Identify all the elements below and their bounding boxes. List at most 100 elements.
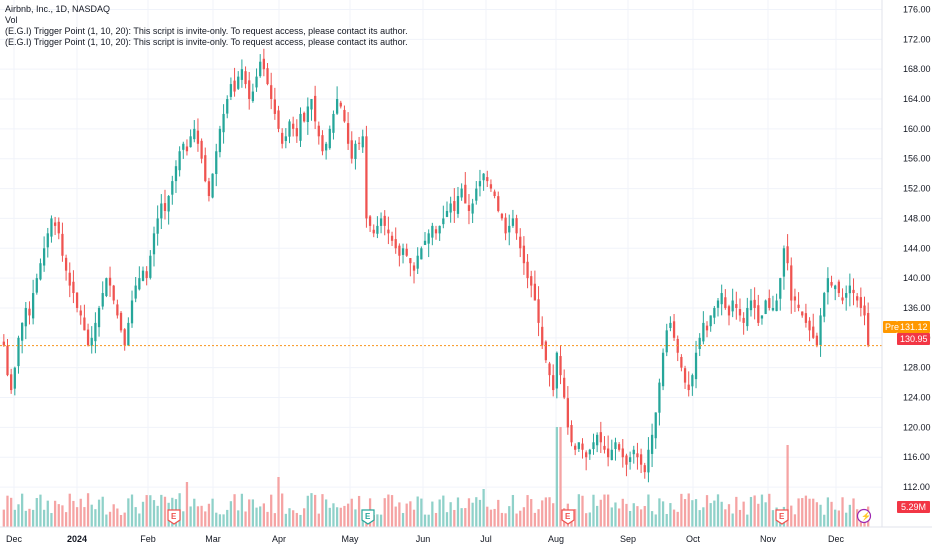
volume-bar: [489, 509, 493, 527]
candle-body: [112, 285, 115, 301]
earnings-marker-2[interactable]: E: [361, 509, 375, 525]
earnings-marker-1[interactable]: E: [167, 509, 181, 525]
symbol-title[interactable]: Airbnb, Inc., 1D, NASDAQ: [5, 4, 111, 14]
volume-bar: [845, 512, 848, 527]
volume-bar: [797, 498, 800, 527]
candle-body: [738, 309, 742, 316]
candle-body: [390, 235, 394, 241]
volume-bar: [86, 493, 90, 527]
volume-bar: [13, 509, 16, 527]
volume-bar: [460, 508, 463, 527]
volume-bar: [841, 497, 844, 527]
volume-bar: [244, 511, 247, 527]
volume-bar: [497, 499, 500, 527]
volume-bar: [119, 514, 123, 527]
candle-body: [207, 181, 211, 197]
candle-body: [90, 337, 93, 346]
price-tick-label: 124.00: [903, 393, 931, 403]
volume-bar: [141, 501, 145, 527]
candle-body: [127, 322, 130, 346]
volume-bar: [215, 512, 218, 527]
volume-bar: [438, 499, 441, 527]
candle-body: [343, 109, 346, 122]
volume-bar: [255, 507, 258, 527]
time-axis[interactable]: Dec 2024 Feb Mar Apr May Jun Jul Aug Sep Oct Nov Dec: [6, 534, 845, 544]
indicator-legend-2[interactable]: (E.G.I) Trigger Point (1, 10, 20): This …: [5, 37, 408, 47]
candle-body: [229, 84, 233, 97]
volume-legend[interactable]: Vol: [5, 15, 18, 25]
candle-body: [669, 322, 672, 328]
candle-body: [24, 307, 27, 327]
candle-body: [193, 128, 196, 140]
earnings-marker-4[interactable]: E: [775, 509, 789, 525]
candle-body: [335, 99, 339, 114]
candle-body: [731, 300, 734, 312]
volume-bar: [636, 506, 639, 527]
volume-bar: [303, 508, 306, 527]
volume-bar: [764, 502, 767, 527]
candle-body: [152, 233, 156, 255]
candle-body: [548, 363, 551, 376]
volume-bar: [383, 498, 386, 527]
candle-body: [753, 299, 756, 308]
candle-body: [654, 412, 657, 439]
candle-body: [368, 216, 372, 226]
volume-bar: [196, 506, 200, 527]
candle-body: [94, 322, 97, 342]
volume-bar: [504, 513, 507, 527]
volume-bar: [672, 509, 676, 527]
volume-bar: [522, 507, 526, 527]
candle-body: [57, 221, 60, 234]
earnings-marker-3[interactable]: E: [561, 509, 575, 525]
candle-body: [632, 449, 635, 455]
candle-body: [460, 188, 463, 198]
volume-value: 5.29M: [901, 502, 926, 512]
candle-body: [31, 293, 35, 319]
volume-bar: [105, 514, 108, 527]
volume-bar: [277, 477, 280, 527]
candle-body: [727, 306, 731, 316]
volume-bar: [614, 502, 617, 527]
candle-body: [35, 278, 38, 293]
volume-bar: [2, 509, 5, 527]
price-tick-label: 176.00: [903, 4, 931, 14]
candle-body: [713, 307, 716, 318]
volume-bar: [116, 508, 119, 527]
volume-bar: [156, 505, 159, 527]
candle-body: [324, 143, 328, 151]
volume-bar: [508, 506, 511, 527]
volume-bar: [57, 504, 60, 527]
volume-bar: [398, 502, 401, 527]
volume-bar: [819, 504, 822, 527]
volume-bar: [596, 505, 599, 527]
candle-body: [167, 196, 170, 212]
price-axis[interactable]: 176.00 172.00 168.00 164.00 160.00 156.00 152.…: [903, 4, 931, 492]
candle-body: [248, 80, 251, 100]
candle-body: [797, 304, 800, 308]
volume-bar: [577, 494, 580, 527]
volume-badge: 5.29M: [897, 501, 930, 513]
volume-bar: [28, 508, 31, 527]
candle-body: [134, 285, 137, 299]
volume-bar: [354, 509, 357, 527]
volume-bar: [401, 512, 405, 527]
candle-body: [812, 326, 815, 338]
indicator-legend-1[interactable]: (E.G.I) Trigger Point (1, 10, 20): This …: [5, 26, 408, 36]
candle-body: [823, 293, 826, 317]
volume-bar: [628, 510, 632, 527]
candle-body: [10, 374, 13, 391]
volume-bar: [387, 494, 390, 527]
lightning-marker[interactable]: ⚡: [856, 508, 872, 524]
volume-bar: [112, 504, 115, 527]
volume-bar: [471, 502, 474, 527]
volume-bar: [735, 496, 738, 527]
volume-bar: [793, 514, 797, 527]
candle-body: [478, 181, 482, 187]
candle-body: [614, 442, 617, 450]
candle-body: [401, 248, 405, 255]
lightning-icon: ⚡: [861, 511, 871, 521]
volume-bar: [211, 498, 214, 527]
candle-body: [141, 270, 145, 281]
candle-body: [119, 312, 123, 331]
